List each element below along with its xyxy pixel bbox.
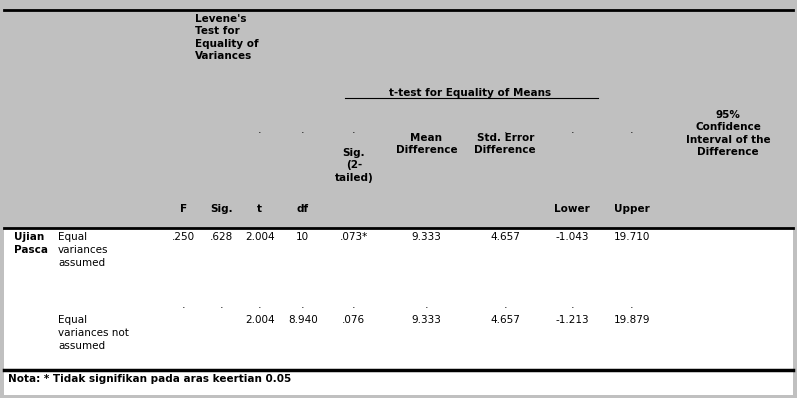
Text: Equal
variances
assumed: Equal variances assumed [58, 232, 108, 268]
Text: Equal
variances not
assumed: Equal variances not assumed [58, 315, 129, 351]
Text: 2.004: 2.004 [245, 315, 275, 325]
Text: .: . [258, 125, 261, 135]
Bar [4, 370, 793, 395]
Text: .: . [301, 300, 304, 310]
Text: F: F [180, 204, 186, 214]
Text: 95%
Confidence
Interval of the
Difference: 95% Confidence Interval of the Differenc… [685, 110, 771, 157]
Text: .: . [220, 300, 223, 310]
Text: .: . [504, 125, 507, 135]
Text: .: . [182, 300, 185, 310]
Text: .250: .250 [171, 232, 195, 242]
Text: .073*: .073* [340, 232, 368, 242]
Text: .: . [258, 300, 261, 310]
Text: 4.657: 4.657 [490, 315, 520, 325]
Text: 19.879: 19.879 [614, 315, 650, 325]
Text: -1.213: -1.213 [556, 315, 589, 325]
Text: -1.043: -1.043 [556, 232, 589, 242]
Text: Lower: Lower [555, 204, 590, 214]
Text: .: . [571, 300, 574, 310]
Text: Levene's
Test for
Equality of
Variances: Levene's Test for Equality of Variances [195, 14, 258, 61]
Text: .: . [425, 300, 428, 310]
Text: 9.333: 9.333 [411, 315, 442, 325]
Text: 19.710: 19.710 [614, 232, 650, 242]
Text: Sig.: Sig. [210, 204, 233, 214]
Text: df: df [296, 204, 309, 214]
Text: 10: 10 [296, 232, 309, 242]
Text: .: . [352, 125, 355, 135]
Text: Ujian
Pasca: Ujian Pasca [14, 232, 48, 255]
Text: .: . [352, 300, 355, 310]
Text: .: . [571, 125, 574, 135]
Text: t-test for Equality of Means: t-test for Equality of Means [389, 88, 551, 98]
Bar [4, 10, 793, 228]
Text: 8.940: 8.940 [288, 315, 318, 325]
Text: .076: .076 [342, 315, 366, 325]
Text: t: t [257, 204, 262, 214]
Text: Nota: * Tidak signifikan pada aras keertian 0.05: Nota: * Tidak signifikan pada aras keert… [8, 374, 291, 384]
Text: .: . [630, 300, 634, 310]
Bar [4, 228, 793, 370]
Text: .: . [630, 125, 634, 135]
Text: Std. Error
Difference: Std. Error Difference [474, 133, 536, 155]
Text: Mean
Difference: Mean Difference [395, 133, 457, 155]
Text: .628: .628 [210, 232, 234, 242]
Text: Sig.
(2-
tailed): Sig. (2- tailed) [335, 148, 373, 183]
Text: 4.657: 4.657 [490, 232, 520, 242]
Text: .: . [504, 300, 507, 310]
Text: Upper: Upper [614, 204, 650, 214]
Text: 2.004: 2.004 [245, 232, 275, 242]
Text: .: . [301, 125, 304, 135]
Text: 9.333: 9.333 [411, 232, 442, 242]
